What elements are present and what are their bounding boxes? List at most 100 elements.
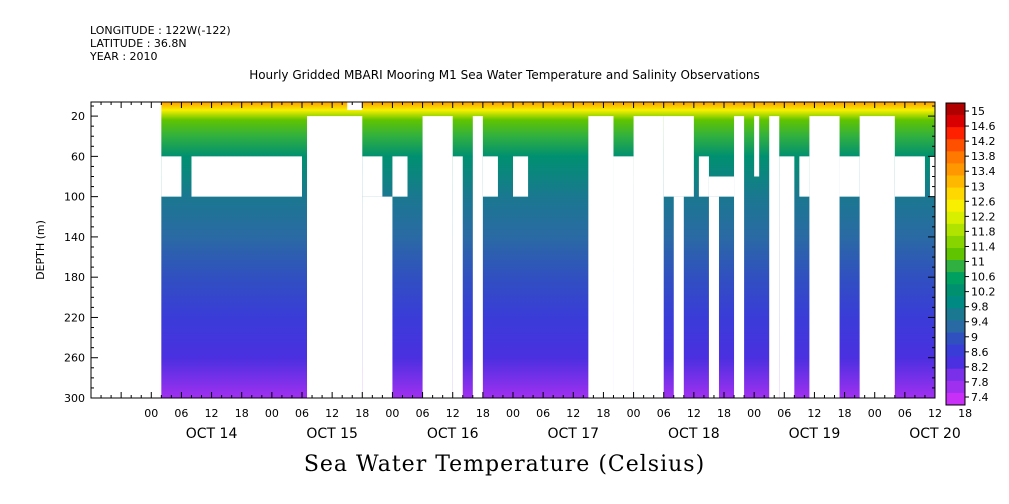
missing-data-block xyxy=(1005,156,1009,196)
colorbar-swatch xyxy=(946,127,965,140)
temperature-field xyxy=(91,102,935,398)
colorbar-label: 14.6 xyxy=(971,120,996,133)
colorbar-label: 9.8 xyxy=(971,301,989,314)
missing-data-block xyxy=(513,156,529,197)
x-hour-label: 06 xyxy=(174,407,188,420)
x-hour-label: 06 xyxy=(777,407,791,420)
x-hour-label: 06 xyxy=(295,407,309,420)
colorbar-swatch xyxy=(946,163,965,176)
missing-data-block xyxy=(809,116,840,398)
colorbar-swatch xyxy=(946,247,965,261)
y-tick-label: 180 xyxy=(64,271,85,284)
x-day-label: OCT 20 xyxy=(909,426,961,442)
x-hour-label: 00 xyxy=(385,407,399,420)
colorbar-swatch xyxy=(946,260,965,273)
x-hour-label: 18 xyxy=(838,407,852,420)
missing-data-block xyxy=(91,102,162,398)
y-tick-label: 60 xyxy=(71,150,85,163)
missing-data-block xyxy=(673,196,684,398)
missing-data-block xyxy=(161,156,182,197)
colorbar-swatch xyxy=(946,175,965,189)
missing-data-block xyxy=(472,116,483,398)
colorbar-swatch xyxy=(946,392,965,406)
colorbar-swatch xyxy=(946,187,965,201)
colorbar-swatch xyxy=(946,272,965,285)
colorbar-label: 13.4 xyxy=(971,165,996,178)
x-hour-label: 18 xyxy=(717,407,731,420)
colorbar-swatch xyxy=(946,151,965,164)
x-hour-label: 00 xyxy=(265,407,279,420)
colorbar-label: 15 xyxy=(971,105,985,118)
x-hour-label: 00 xyxy=(627,407,641,420)
colorbar-label: 8.6 xyxy=(971,346,989,359)
colorbar-label: 13.8 xyxy=(971,150,996,163)
missing-data-block xyxy=(452,156,463,398)
colorbar-label: 12.6 xyxy=(971,195,996,208)
y-axis-label: DEPTH (m) xyxy=(34,220,47,280)
missing-data-block xyxy=(754,116,760,177)
longitude-label: LONGITUDE : 122W(-122) xyxy=(90,24,231,37)
colorbar-swatch xyxy=(946,199,965,213)
x-hour-label: 06 xyxy=(657,407,671,420)
colorbar-label: 7.8 xyxy=(971,376,989,389)
colorbar-label: 9.4 xyxy=(971,316,989,329)
missing-data-block xyxy=(839,156,860,197)
x-day-label: OCT 17 xyxy=(547,426,599,442)
x-day-label: OCT 14 xyxy=(186,426,238,442)
x-hour-label: 00 xyxy=(868,407,882,420)
colorbar-label: 10.2 xyxy=(971,286,996,299)
plot-area xyxy=(91,102,1009,398)
y-tick-label: 300 xyxy=(64,392,85,405)
missing-data-block xyxy=(347,102,363,111)
colorbar-swatch xyxy=(946,223,965,237)
missing-data-block xyxy=(799,156,810,197)
colorbar-swatch xyxy=(946,356,965,370)
missing-data-block xyxy=(698,156,709,197)
x-hour-label: 12 xyxy=(325,407,339,420)
colorbar-swatch xyxy=(946,103,965,116)
x-hour-label: 18 xyxy=(355,407,369,420)
missing-data-block xyxy=(362,196,393,398)
colorbar-label: 9 xyxy=(971,331,978,344)
colorbar-frame xyxy=(945,102,966,406)
missing-data-block xyxy=(708,196,719,398)
missing-data-block xyxy=(734,116,745,398)
x-day-label: OCT 19 xyxy=(789,426,841,442)
y-tick-label: 220 xyxy=(64,311,85,324)
x-hour-label: 06 xyxy=(416,407,430,420)
variable-title: Sea Water Temperature (Celsius) xyxy=(303,452,706,477)
missing-data-block xyxy=(392,156,408,197)
x-day-label: OCT 15 xyxy=(306,426,358,442)
y-tick-label: 20 xyxy=(71,110,85,123)
y-tick-label: 140 xyxy=(64,231,85,244)
missing-data-block xyxy=(769,116,780,398)
colorbar-swatch xyxy=(946,320,965,334)
x-hour-label: 12 xyxy=(687,407,701,420)
colorbar-label: 8.2 xyxy=(971,361,989,374)
missing-data-block xyxy=(894,156,925,197)
missing-data-block xyxy=(307,116,363,398)
year-label: YEAR : 2010 xyxy=(90,50,158,63)
missing-data-block xyxy=(633,116,664,398)
x-hour-label: 12 xyxy=(446,407,460,420)
temperature-depth-heatmap: 00 06 12 18 00 06 12 18 00 06 12 18 00 06 12 18 00 06 12 18… xyxy=(34,101,1009,442)
x-hour-label: 18 xyxy=(596,407,610,420)
x-hour-label: 12 xyxy=(566,407,580,420)
missing-data-block xyxy=(613,156,634,398)
colorbar-swatch xyxy=(946,115,965,128)
missing-data-block xyxy=(779,156,795,398)
colorbar-label: 12.2 xyxy=(971,210,996,223)
colorbar-swatch xyxy=(946,139,965,152)
colorbar-swatch xyxy=(946,211,965,225)
missing-data-block xyxy=(191,156,302,197)
chart-title: Hourly Gridded MBARI Mooring M1 Sea Wate… xyxy=(249,68,760,82)
x-hour-label: 18 xyxy=(958,407,972,420)
colorbar-swatch xyxy=(946,308,965,321)
colorbar: 15 14.6 14.2 13.8 13.4 13 12.6 12.2 11.8 11.4 11 10… xyxy=(945,102,996,406)
y-tick-label: 260 xyxy=(64,352,85,365)
colorbar-swatch xyxy=(946,284,965,297)
missing-data-block xyxy=(995,237,1005,348)
colorbar-label: 11.4 xyxy=(971,240,996,253)
latitude-label: LATITUDE : 36.8N xyxy=(90,37,187,50)
x-hour-label: 12 xyxy=(807,407,821,420)
